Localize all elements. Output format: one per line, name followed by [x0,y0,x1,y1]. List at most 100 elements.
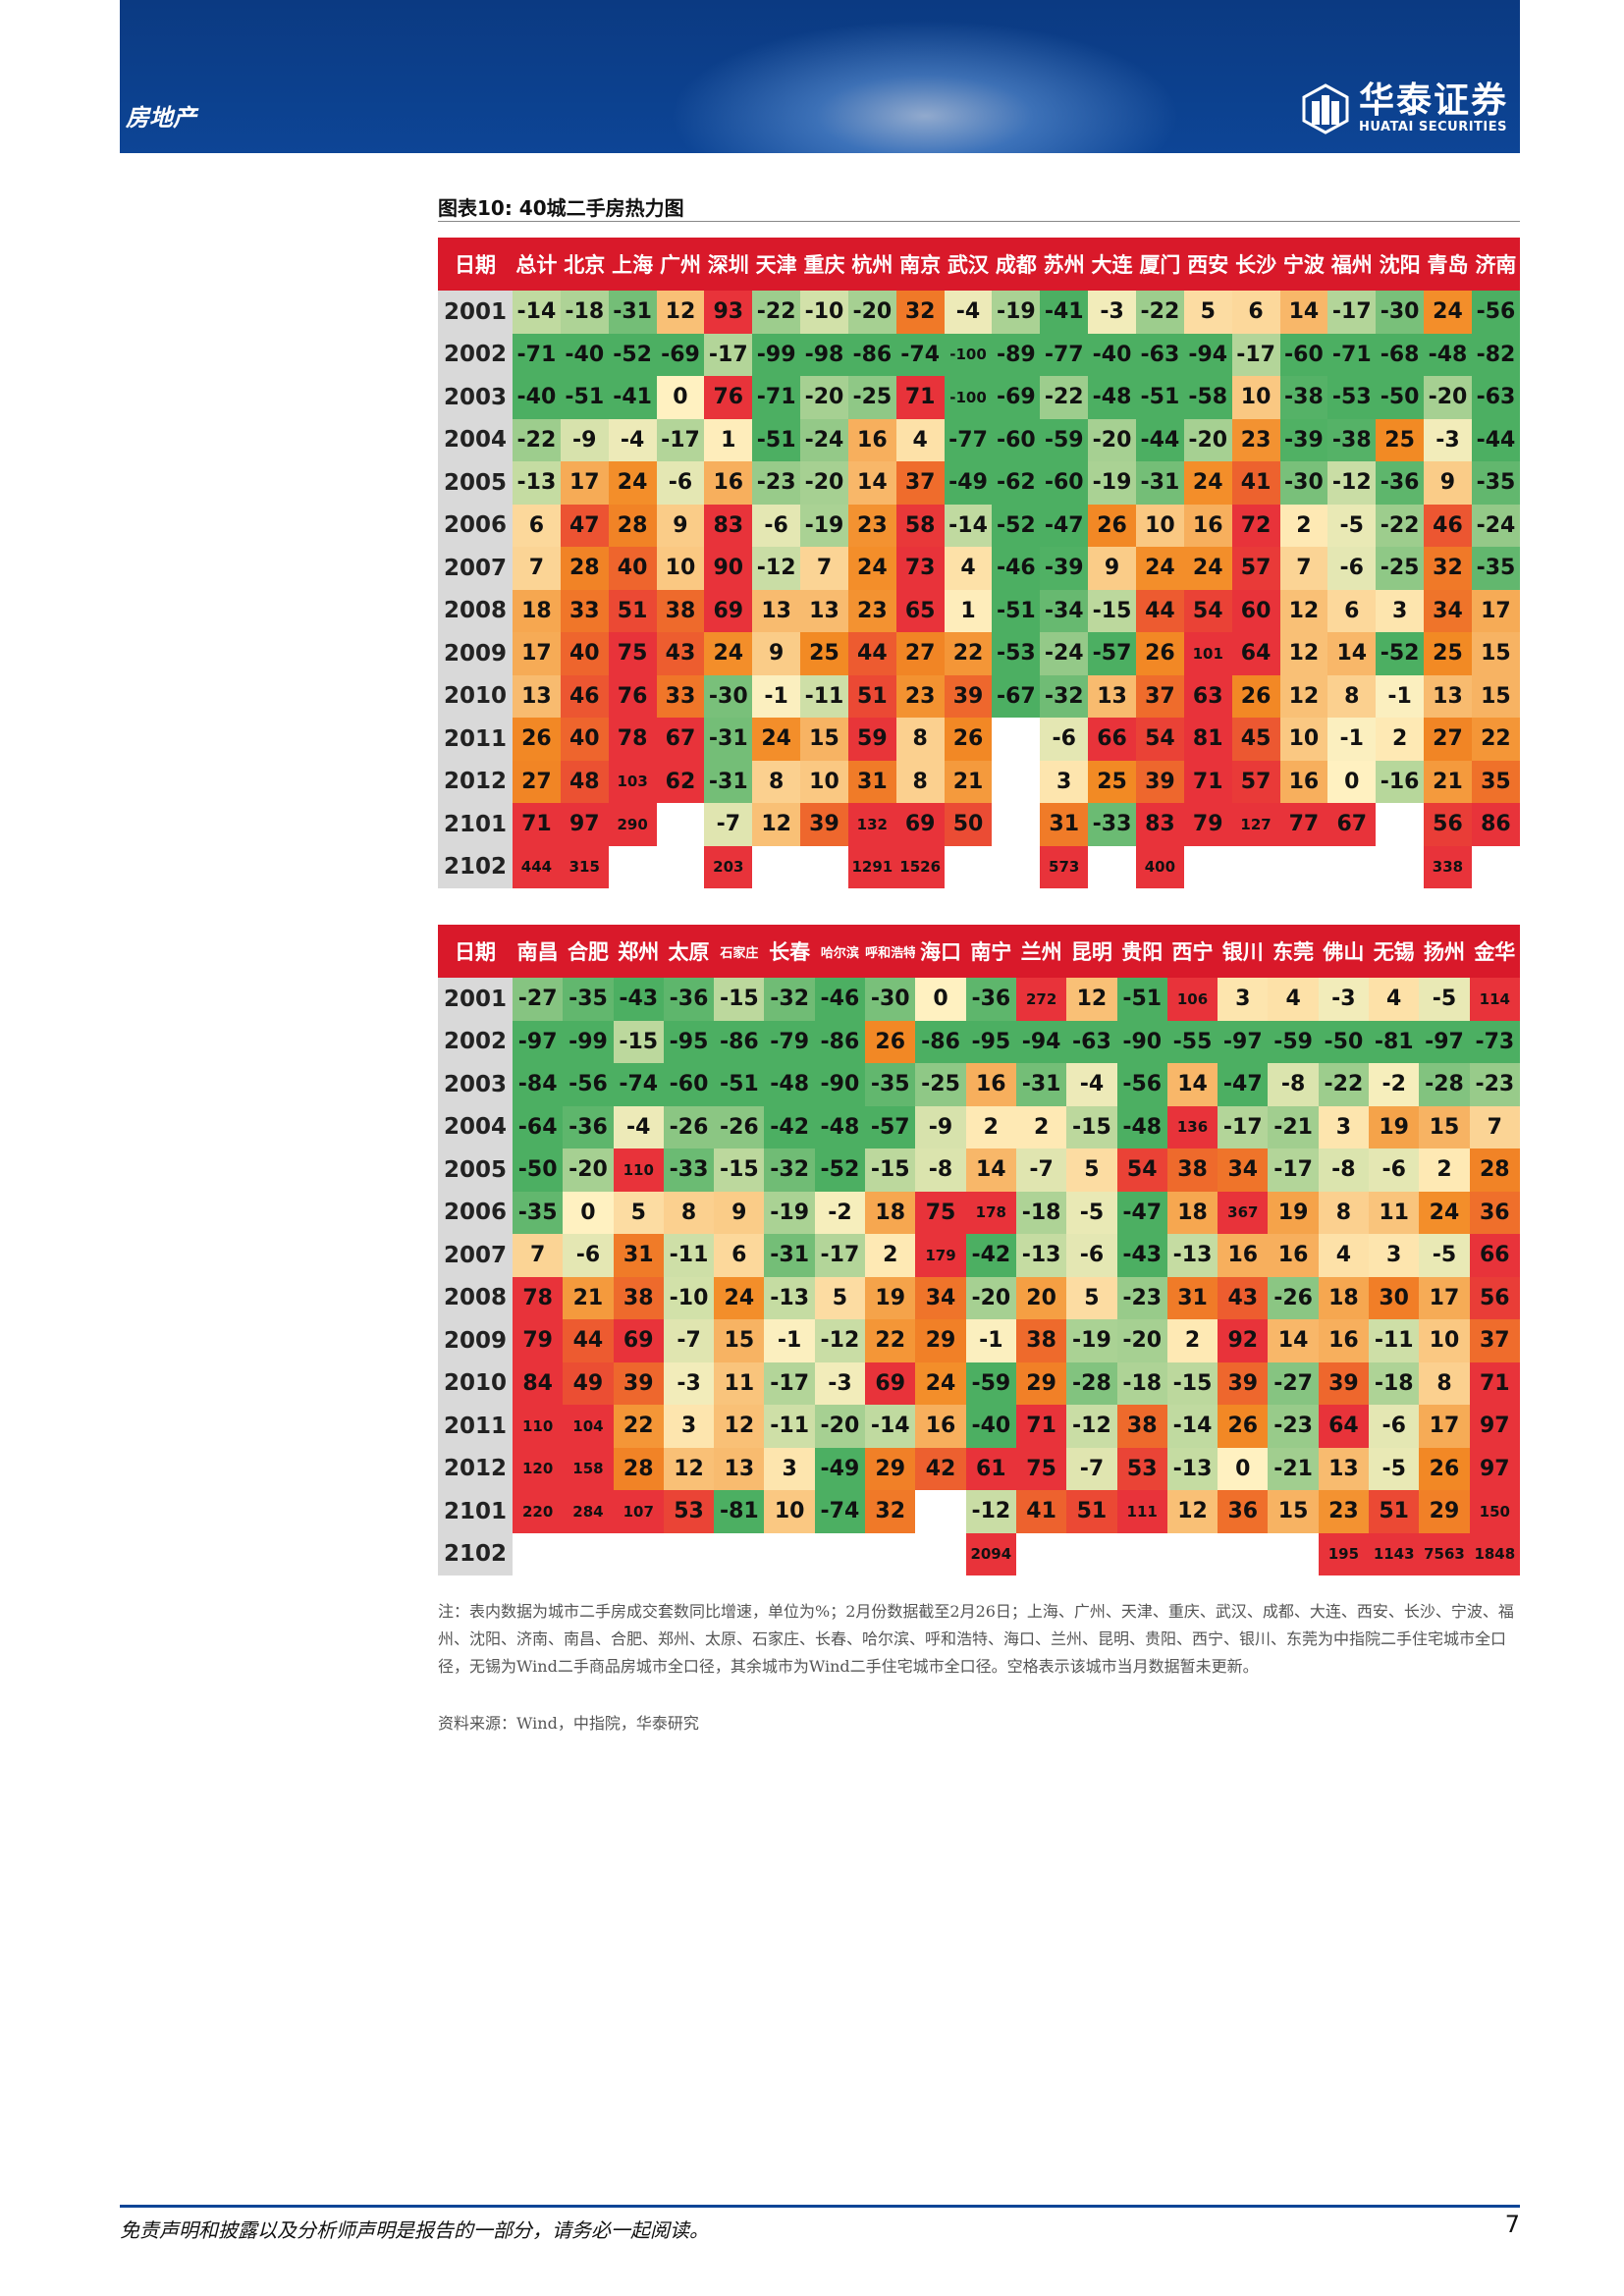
heatmap-cell: 14 [1268,1319,1319,1362]
heatmap-cell: -19 [992,291,1041,334]
heatmap-cell: 24 [1424,291,1472,334]
heatmap-cell: -6 [1040,718,1089,761]
heatmap-cell: 9 [1088,547,1136,590]
heatmap-cell: -4 [608,418,657,461]
heatmap-cell: 1 [944,589,993,632]
heatmap-cell: 3 [1318,1105,1370,1148]
heatmap-cell: -97 [1218,1020,1269,1063]
heatmap-cell: -40 [560,333,609,376]
heatmap-cell: -8 [1268,1063,1319,1106]
heatmap-cell: -41 [1040,291,1089,334]
heatmap-cell: 6 [1231,291,1280,334]
heatmap-cell: -5 [1327,504,1377,547]
city-column-header: 宁波 [1279,238,1328,291]
heatmap-cell: 19 [1268,1191,1319,1234]
heatmap-cell: 40 [608,547,657,590]
heatmap-cell: 10 [1419,1319,1470,1362]
heatmap-cell: -8 [1318,1148,1370,1192]
heatmap-cell: 81 [1183,718,1232,761]
heatmap-cell: -6 [563,1234,614,1277]
heatmap-cell: 34 [1218,1148,1269,1192]
heatmap-cell: -81 [1369,1020,1420,1063]
heatmap-cell: 34 [915,1276,966,1319]
row-date-label: 2006 [438,1191,513,1234]
heatmap-cell: -82 [1471,333,1520,376]
heatmap-cell: 84 [513,1362,564,1405]
heatmap-cell: -36 [1376,461,1425,505]
heatmap-cell: 31 [613,1234,664,1277]
heatmap-cell [1015,1532,1067,1575]
table-row: 2006 6 47 28 9 83 -6 -19 23 58 -14 -52 -47 26 10 16 72 2-… [438,504,1520,547]
heatmap-cell: -23 [1469,1063,1520,1106]
heatmap-cell: 12 [663,1447,715,1490]
heatmap-cell: 104 [563,1405,614,1448]
heatmap-cell: 23 [847,504,896,547]
heatmap-cell: 83 [1135,803,1184,846]
heatmap-cell: -25 [847,376,896,419]
heatmap-cell: 39 [800,803,848,846]
heatmap-cell: -79 [764,1020,815,1063]
heatmap-cell: 6 [513,504,561,547]
heatmap-cell: 16 [1268,1234,1319,1277]
heatmap-cell: -31 [704,760,753,803]
heatmap-cell: -69 [992,376,1041,419]
heatmap-cell: -6 [752,504,801,547]
table-row: 2006 -35 0 5 8 9 -19 -2 18 75 178 -18 -5 -47 18 367 19 8 1… [438,1191,1520,1234]
heatmap-cell: -100 [944,376,993,419]
heatmap-cell: -94 [1015,1020,1067,1063]
heatmap-cell: 24 [752,718,801,761]
heatmap-cell [608,845,657,888]
heatmap-cell: -67 [992,674,1041,718]
table-row: 2001 -14 -18 -31 12 93 -22 -10 -20 32 -4 -19 -41 -3 -2… [438,291,1520,334]
heatmap-cell: -1 [752,674,801,718]
table-row: 2009 17 40 75 43 24 9 25 44 27 22 -53 -24 -57 26 101 64 1… [438,632,1520,675]
heatmap-cell: -40 [965,1405,1016,1448]
heatmap-cell: -41 [608,376,657,419]
heatmap-cell: -35 [1471,547,1520,590]
heatmap-table-1: 日期 总计 北京 上海 广州 深圳 天津 重庆 杭州 南京 武汉 成都 苏州 大连 厦门 西安 长沙 宁波 福州 沈阳… [438,238,1520,888]
city-column-header: 石家庄 [714,925,765,978]
heatmap-cell: -19 [1066,1319,1117,1362]
heatmap-cell: 110 [613,1148,664,1192]
heatmap-cell: 6 [1327,589,1377,632]
heatmap-cell: 4 [1318,1234,1370,1277]
heatmap-cell: 69 [865,1362,916,1405]
heatmap-cell: -36 [965,978,1016,1021]
heatmap-cell: 103 [608,760,657,803]
heatmap-cell: -60 [663,1063,715,1106]
heatmap-cell: 5 [1183,291,1232,334]
heatmap-cell: 22 [944,632,993,675]
heatmap-cell: -7 [663,1319,715,1362]
heatmap-cell [992,760,1041,803]
heatmap-cell: 29 [1015,1362,1067,1405]
heatmap-cell: 43 [1218,1276,1269,1319]
heatmap-cell: -50 [513,1148,564,1192]
heatmap-cell: -27 [1268,1362,1319,1405]
table-row: 2008 78 21 38 -10 24 -13 5 19 34 -20 20 5 -23 31 43 -26 1… [438,1276,1520,1319]
heatmap-cell: 76 [704,376,753,419]
heatmap-cell: -28 [1066,1362,1117,1405]
heatmap-cell: 39 [944,674,993,718]
heatmap-cell: -20 [1424,376,1472,419]
heatmap-cell: -86 [915,1020,966,1063]
table-row: 2012 27 48 103 62 -31 8 10 31 8 21 3 25 39 71 57 16 0 -16 2… [438,760,1520,803]
heatmap-cell: 8 [1318,1191,1370,1234]
heatmap-cell: 37 [1135,674,1184,718]
heatmap-cell: -13 [513,461,561,505]
heatmap-cell: 39 [613,1362,664,1405]
heatmap-cell: -20 [814,1405,866,1448]
heatmap-cell: 4 [944,547,993,590]
heatmap-cell: -100 [944,333,993,376]
heatmap-cell: -17 [704,333,753,376]
heatmap-cell: 10 [800,760,848,803]
heatmap-cell [1268,1532,1319,1575]
heatmap-cell: 12 [1166,1490,1218,1533]
figure-title: 图表10: 40城二手房热力图 [438,196,684,220]
heatmap-cell: -47 [1218,1063,1269,1106]
row-date-label: 2004 [438,1105,513,1148]
heatmap-cell: -48 [1088,376,1136,419]
heatmap-cell: 38 [656,589,705,632]
heatmap-cell: -20 [563,1148,614,1192]
heatmap-cell: -39 [1279,418,1328,461]
heatmap-cell: 28 [1469,1148,1520,1192]
